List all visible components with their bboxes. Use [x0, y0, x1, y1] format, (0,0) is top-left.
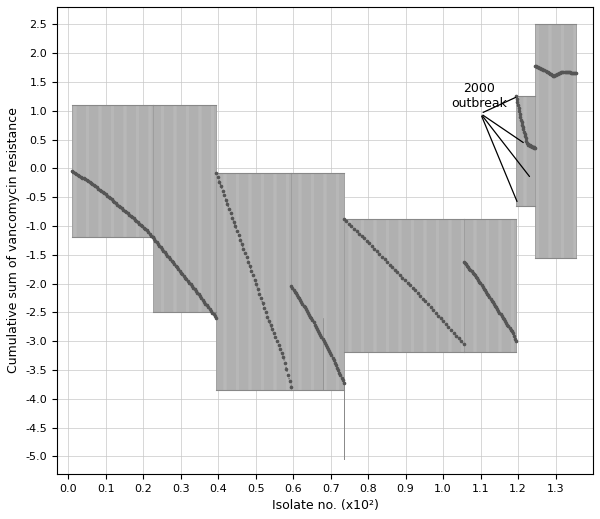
Bar	[291, 173, 344, 390]
Bar	[216, 173, 291, 390]
X-axis label: Isolate no. (x10²): Isolate no. (x10²)	[272, 499, 379, 512]
Bar	[72, 105, 152, 238]
Bar	[464, 219, 516, 351]
Bar	[516, 97, 535, 206]
Text: 2000
outbreak: 2000 outbreak	[451, 81, 506, 110]
Bar	[535, 24, 576, 257]
Y-axis label: Cumulative sum of vancomycin resistance: Cumulative sum of vancomycin resistance	[7, 107, 20, 373]
Bar	[152, 105, 216, 312]
Bar	[344, 219, 464, 351]
